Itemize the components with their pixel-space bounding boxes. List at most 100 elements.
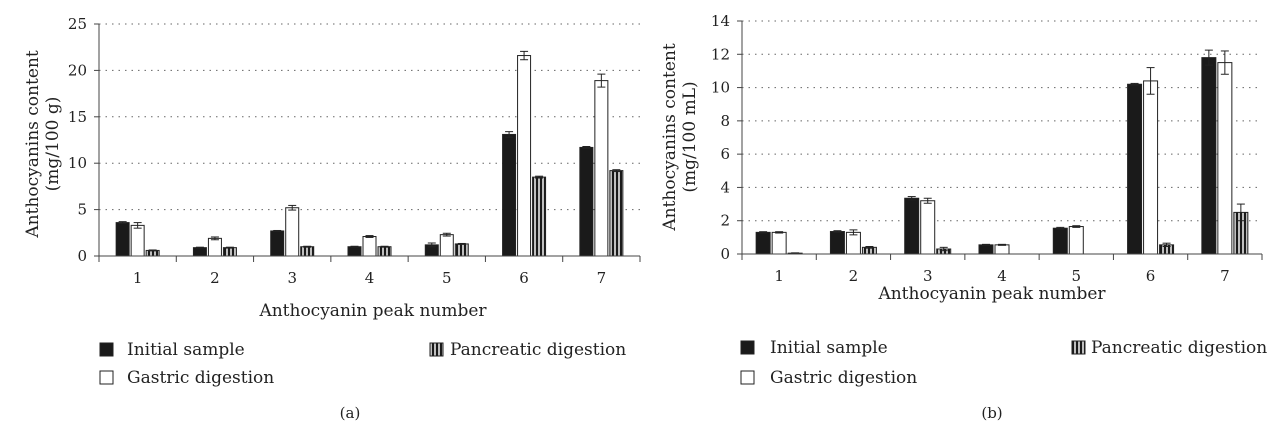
error-bar — [1072, 225, 1081, 228]
error-bar — [865, 246, 874, 249]
y-tick-label: 6 — [720, 145, 730, 163]
bar-white-3 — [285, 207, 300, 257]
bar-white-7 — [1217, 62, 1233, 255]
bar-striped-6 — [532, 176, 547, 257]
bar-solid-6 — [502, 133, 517, 257]
error-bar — [225, 246, 234, 249]
x-tick-label: 2 — [210, 269, 220, 287]
axes — [94, 23, 641, 262]
x-tick-label: 4 — [997, 267, 1007, 285]
error-bar — [273, 229, 282, 232]
x-tick-label: 3 — [287, 269, 297, 287]
bar-striped-7 — [609, 170, 624, 257]
error-bar — [833, 230, 842, 233]
y-tick-label: 0 — [77, 247, 87, 265]
bar-solid-2 — [192, 247, 207, 257]
legend-label-initial: Initial sample — [770, 338, 888, 358]
error-bar — [923, 197, 932, 204]
error-bar — [775, 231, 784, 234]
grid-lines — [742, 20, 1262, 222]
error-bar — [505, 131, 514, 138]
bar-striped-5 — [454, 243, 469, 257]
legend-swatch-pancreatic — [429, 342, 444, 357]
error-bar — [442, 232, 451, 237]
error-bar — [350, 245, 359, 248]
panel-label-b: (b) — [981, 404, 1002, 422]
legend-swatch-initial — [99, 342, 114, 357]
error-bar — [1204, 49, 1213, 66]
error-bar — [612, 169, 621, 173]
legend: Initial sample Gastric digestion Pancrea… — [740, 338, 1267, 388]
x-tick-label: 1 — [774, 267, 784, 285]
bar-solid-1 — [115, 222, 130, 257]
legend-item-gastric: Gastric digestion — [99, 368, 274, 388]
bar-solid-7 — [1201, 57, 1217, 255]
error-bar — [303, 245, 312, 248]
legend-swatch-pancreatic — [1071, 340, 1086, 355]
legend-item-pancreatic: Pancreatic digestion — [1071, 338, 1267, 358]
error-bar — [520, 50, 529, 61]
legend-label-gastric: Gastric digestion — [770, 368, 917, 388]
x-tick-label: 7 — [1220, 267, 1230, 285]
legend-label-pancreatic: Pancreatic digestion — [1091, 338, 1267, 358]
error-bar — [1130, 82, 1139, 86]
legend-item-initial: Initial sample — [740, 338, 888, 358]
bars — [755, 49, 1249, 255]
axes — [737, 20, 1263, 260]
bar-solid-3 — [270, 230, 285, 257]
bar-white-5 — [439, 234, 454, 257]
x-tick-label: 5 — [1072, 267, 1082, 285]
error-bar — [457, 242, 466, 245]
bar-white-6 — [517, 55, 532, 257]
error-bar — [195, 246, 204, 249]
bar-solid-4 — [978, 244, 994, 255]
error-bar — [288, 204, 297, 211]
x-tick-label: 6 — [519, 269, 529, 287]
y-axis-title-line1: Anthocyanins content — [660, 43, 680, 232]
error-bar — [427, 242, 436, 248]
y-tick-label: 15 — [68, 108, 87, 126]
legend-swatch-gastric — [740, 370, 755, 385]
bar-white-2 — [845, 231, 861, 255]
legend-item-gastric: Gastric digestion — [740, 368, 917, 388]
bar-white-3 — [920, 200, 936, 255]
error-bar — [380, 245, 389, 248]
chart-panel-a: 0 5 10 15 20 25 1 2 3 4 5 6 7 Anthocyanins content (… — [23, 15, 641, 422]
y-tick-label: 20 — [68, 61, 87, 79]
bar-white-4 — [362, 236, 377, 257]
error-bar — [759, 231, 768, 234]
error-bar — [1236, 203, 1245, 222]
bar-striped-3 — [300, 246, 315, 257]
error-bar — [535, 175, 544, 179]
y-tick-label: 10 — [68, 154, 87, 172]
error-bar — [791, 252, 800, 255]
y-tick-label: 14 — [711, 12, 730, 30]
panel-label-a: (a) — [340, 404, 361, 422]
y-tick-label: 2 — [720, 212, 730, 230]
tick-labels: 0 5 10 15 20 25 1 2 3 4 5 6 7 — [68, 15, 606, 287]
legend: Initial sample Gastric digestion Pancrea… — [99, 340, 626, 388]
y-axis-title-line2: (mg/100 mL) — [680, 81, 700, 192]
x-tick-label: 5 — [442, 269, 452, 287]
error-bar — [849, 229, 858, 236]
x-axis-title: Anthocyanin peak number — [877, 284, 1106, 304]
legend-item-initial: Initial sample — [99, 340, 245, 360]
error-bar — [907, 196, 916, 201]
error-bar — [133, 222, 142, 229]
x-axis-title: Anthocyanin peak number — [258, 301, 487, 321]
bar-white-1 — [771, 231, 787, 255]
error-bar — [982, 243, 990, 246]
bar-solid-1 — [755, 231, 771, 255]
error-bar — [1056, 226, 1065, 230]
y-tick-label: 4 — [720, 178, 730, 196]
error-bar — [1220, 50, 1229, 75]
legend-swatch-initial — [740, 340, 755, 355]
y-tick-label: 0 — [720, 245, 730, 263]
error-bar — [597, 73, 606, 88]
legend-label-pancreatic: Pancreatic digestion — [450, 340, 626, 360]
bars — [115, 50, 624, 257]
bar-white-1 — [130, 224, 145, 257]
y-tick-label: 10 — [711, 79, 730, 97]
